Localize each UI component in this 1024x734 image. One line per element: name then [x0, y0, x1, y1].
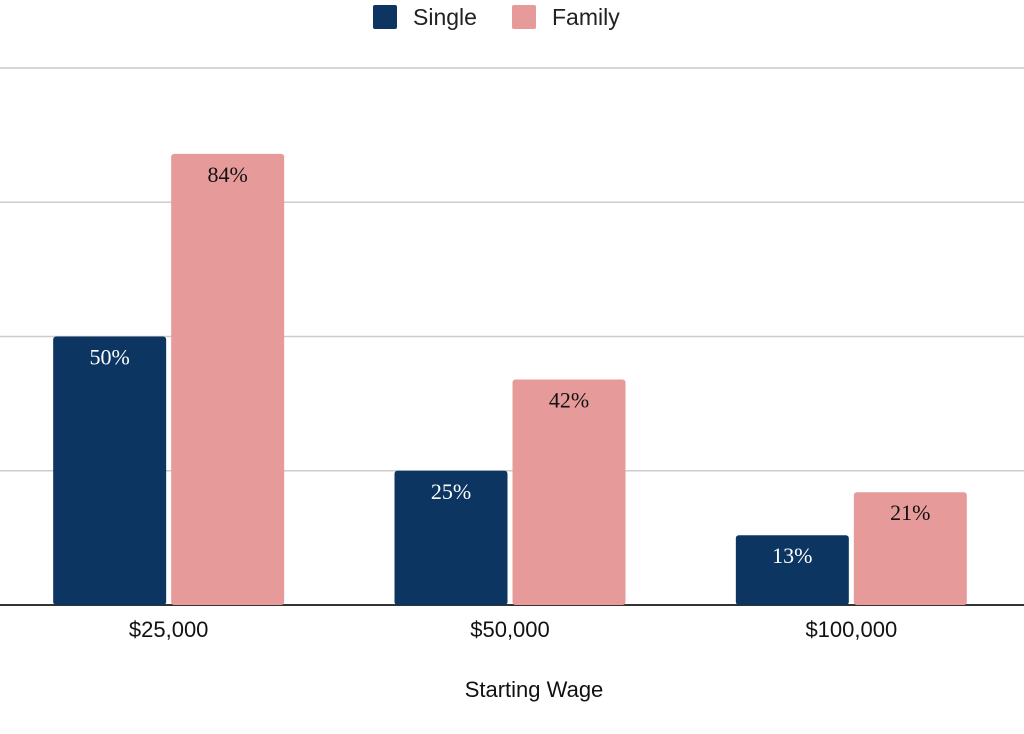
x-tick-label: $50,000 [470, 617, 550, 642]
x-tick-label: $25,000 [129, 617, 209, 642]
x-axis-ticks: $25,000 $50,000 $100,000 [129, 617, 897, 642]
data-label-family-2: 21% [890, 500, 930, 525]
data-label-single-1: 25% [431, 479, 471, 504]
legend-swatch-family [512, 5, 536, 29]
data-label-family-1: 42% [549, 387, 589, 412]
x-tick-label: $100,000 [805, 617, 897, 642]
legend-label-family: Family [552, 4, 620, 30]
bar-family-0 [171, 153, 285, 606]
gridlines [0, 67, 1024, 606]
data-label-single-0: 50% [90, 345, 130, 370]
data-labels: 50% 84% 25% 42% 13% 21% [90, 162, 931, 568]
bar-single-1 [394, 470, 508, 605]
bar-single-2 [735, 535, 849, 605]
x-axis-title: Starting Wage [465, 677, 604, 702]
legend-swatch-single [373, 5, 397, 29]
bar-family-1 [512, 379, 626, 605]
data-label-family-0: 84% [208, 162, 248, 187]
bar-family-2 [853, 492, 967, 605]
bars [53, 153, 967, 606]
data-label-single-2: 13% [772, 543, 812, 568]
legend: Single Family [373, 4, 620, 30]
bar-single-0 [53, 336, 167, 605]
legend-label-single: Single [413, 4, 477, 30]
